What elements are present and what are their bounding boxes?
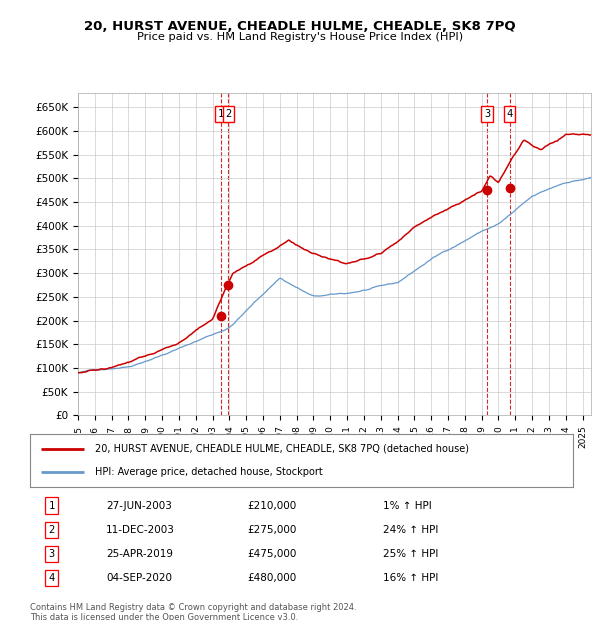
Text: 3: 3 xyxy=(484,109,490,119)
Text: 2: 2 xyxy=(225,109,232,119)
Text: 04-SEP-2020: 04-SEP-2020 xyxy=(106,574,172,583)
Text: 3: 3 xyxy=(49,549,55,559)
Text: 27-JUN-2003: 27-JUN-2003 xyxy=(106,500,172,511)
Text: 4: 4 xyxy=(49,574,55,583)
Text: 1: 1 xyxy=(218,109,224,119)
Text: £210,000: £210,000 xyxy=(247,500,296,511)
Text: HPI: Average price, detached house, Stockport: HPI: Average price, detached house, Stoc… xyxy=(95,467,323,477)
Text: 16% ↑ HPI: 16% ↑ HPI xyxy=(383,574,439,583)
Text: 4: 4 xyxy=(506,109,513,119)
Text: 25% ↑ HPI: 25% ↑ HPI xyxy=(383,549,439,559)
Text: 20, HURST AVENUE, CHEADLE HULME, CHEADLE, SK8 7PQ (detached house): 20, HURST AVENUE, CHEADLE HULME, CHEADLE… xyxy=(95,444,469,454)
Text: 11-DEC-2003: 11-DEC-2003 xyxy=(106,525,175,535)
Text: 24% ↑ HPI: 24% ↑ HPI xyxy=(383,525,439,535)
Text: £475,000: £475,000 xyxy=(247,549,296,559)
Text: Contains HM Land Registry data © Crown copyright and database right 2024.: Contains HM Land Registry data © Crown c… xyxy=(30,603,356,612)
Text: £480,000: £480,000 xyxy=(247,574,296,583)
Text: This data is licensed under the Open Government Licence v3.0.: This data is licensed under the Open Gov… xyxy=(30,613,298,620)
Text: 1: 1 xyxy=(49,500,55,511)
Text: Price paid vs. HM Land Registry's House Price Index (HPI): Price paid vs. HM Land Registry's House … xyxy=(137,32,463,42)
Text: 25-APR-2019: 25-APR-2019 xyxy=(106,549,173,559)
Text: £275,000: £275,000 xyxy=(247,525,296,535)
Text: 2: 2 xyxy=(49,525,55,535)
Text: 1% ↑ HPI: 1% ↑ HPI xyxy=(383,500,432,511)
Text: 20, HURST AVENUE, CHEADLE HULME, CHEADLE, SK8 7PQ: 20, HURST AVENUE, CHEADLE HULME, CHEADLE… xyxy=(84,20,516,33)
